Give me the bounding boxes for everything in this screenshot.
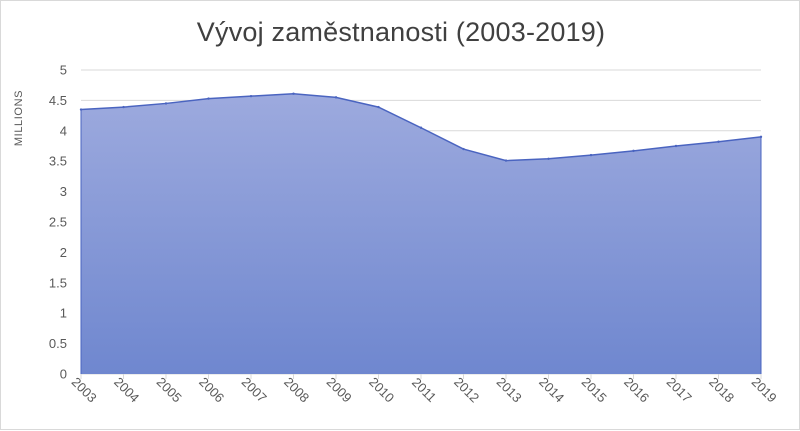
x-tick-label: 2004 <box>111 374 142 405</box>
data-point <box>292 92 295 95</box>
x-tick-label: 2016 <box>621 374 652 405</box>
x-tick-label: 2019 <box>749 374 780 405</box>
y-tick-labels: 0 0.5 1 1.5 2 2.5 3 3.5 4 4.5 5 <box>49 63 67 382</box>
data-point <box>632 149 635 153</box>
data-point <box>377 105 380 109</box>
x-tick-label: 2012 <box>451 374 482 405</box>
y-tick-label: 3 <box>60 184 67 199</box>
y-tick-label: 2 <box>60 245 67 260</box>
y-tick-label: 0 <box>60 367 67 382</box>
data-point <box>79 108 83 111</box>
data-point <box>674 144 678 148</box>
data-point <box>504 159 508 162</box>
x-tick-label: 2017 <box>664 374 695 405</box>
x-tick-label: 2014 <box>536 374 567 405</box>
data-point <box>419 126 423 129</box>
x-tick-label: 2006 <box>196 374 227 405</box>
y-tick-label: 5 <box>60 63 67 78</box>
data-point <box>547 157 550 160</box>
y-tick-label: 0.5 <box>49 336 67 351</box>
x-tick-labels: 2003 2004 2005 2006 2007 2008 2009 2010 2011 2012… <box>69 374 780 405</box>
area-fill <box>81 93 761 374</box>
x-tick-label: 2007 <box>239 374 270 405</box>
chart-title: Vývoj zaměstnanosti (2003-2019) <box>196 17 606 47</box>
y-tick-label: 2.5 <box>49 215 67 230</box>
x-tick-label: 2015 <box>579 374 610 405</box>
data-point <box>759 135 763 139</box>
x-tick-label: 2005 <box>154 374 185 405</box>
x-tick-label: 2013 <box>494 374 525 405</box>
y-tick-label: 3.5 <box>49 154 67 169</box>
data-point <box>207 97 210 100</box>
data-point <box>462 147 465 151</box>
data-point <box>122 105 125 109</box>
y-tick-label: 4.5 <box>49 93 67 108</box>
x-tick-label: 2008 <box>281 374 312 405</box>
x-tick-label: 2009 <box>324 374 355 405</box>
data-point <box>249 94 253 98</box>
data-point <box>589 153 593 157</box>
x-tick-label: 2018 <box>706 374 737 405</box>
x-tick-label: 2010 <box>366 374 397 405</box>
y-tick-label: 1 <box>60 306 67 321</box>
data-point <box>334 96 338 99</box>
y-tick-label: 1.5 <box>49 275 67 290</box>
x-tick-label: 2003 <box>69 374 100 405</box>
data-point <box>717 140 720 143</box>
data-point <box>164 102 168 105</box>
y-tick-label: 4 <box>60 123 67 138</box>
area-series <box>79 92 763 374</box>
x-tick-label: 2011 <box>409 375 439 405</box>
